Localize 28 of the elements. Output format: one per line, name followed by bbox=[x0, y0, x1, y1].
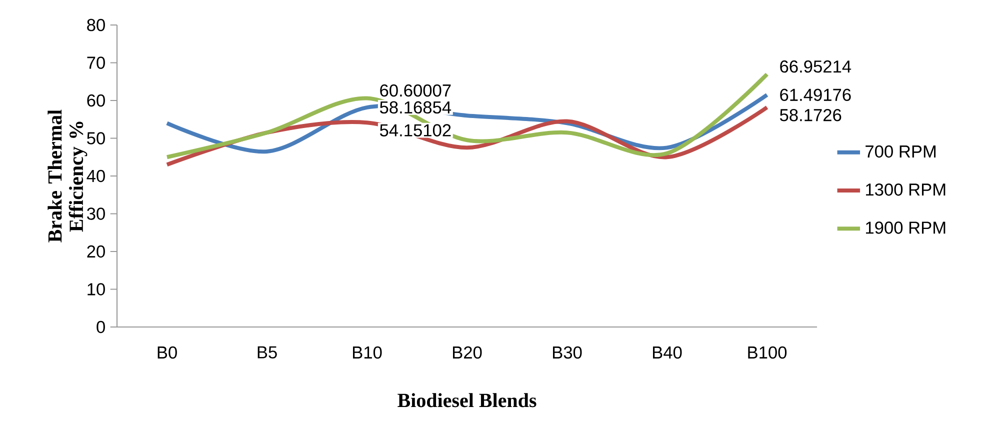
x-tick-label: B0 bbox=[158, 346, 177, 359]
y-tick-label: 20 bbox=[87, 245, 105, 258]
legend-label: 1300 RPM bbox=[866, 183, 946, 196]
x-tick-label: B20 bbox=[453, 346, 482, 359]
line-series bbox=[165, 72, 769, 160]
x-tick-label: B100 bbox=[748, 346, 787, 359]
data-label: 60.60007 bbox=[380, 84, 451, 97]
y-tick-label: 80 bbox=[87, 18, 105, 32]
data-label: 54.15102 bbox=[380, 124, 451, 136]
legend-label: 1900 RPM bbox=[866, 222, 946, 234]
y-tick-label: 70 bbox=[87, 56, 105, 69]
y-tick-label: 0 bbox=[96, 320, 105, 334]
y-tick-label: 30 bbox=[87, 208, 105, 220]
data-label: 66.95214 bbox=[780, 60, 852, 73]
x-tick-label: B5 bbox=[258, 346, 277, 358]
x-tick-label: B10 bbox=[353, 346, 382, 359]
data-label: 58.1726 bbox=[780, 108, 842, 122]
x-axis-title: Biodiesel Blends bbox=[398, 393, 536, 408]
y-tick-label: 40 bbox=[86, 170, 105, 182]
y-tick-label: 10 bbox=[88, 283, 105, 296]
x-tick-label: B40 bbox=[653, 346, 682, 359]
y-tick-label: 50 bbox=[87, 132, 105, 144]
y-axis-title: Brake Thermal Efficiency % bbox=[48, 110, 88, 242]
y-tick-label: 60 bbox=[87, 94, 105, 107]
legend-label: 700 RPM bbox=[866, 145, 936, 158]
data-label: 58.16854 bbox=[380, 101, 452, 114]
x-tick-label: B30 bbox=[553, 346, 582, 359]
data-label: 61.49176 bbox=[780, 88, 851, 101]
